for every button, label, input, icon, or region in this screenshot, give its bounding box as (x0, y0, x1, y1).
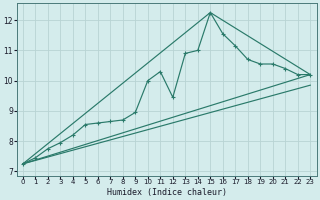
X-axis label: Humidex (Indice chaleur): Humidex (Indice chaleur) (107, 188, 227, 197)
